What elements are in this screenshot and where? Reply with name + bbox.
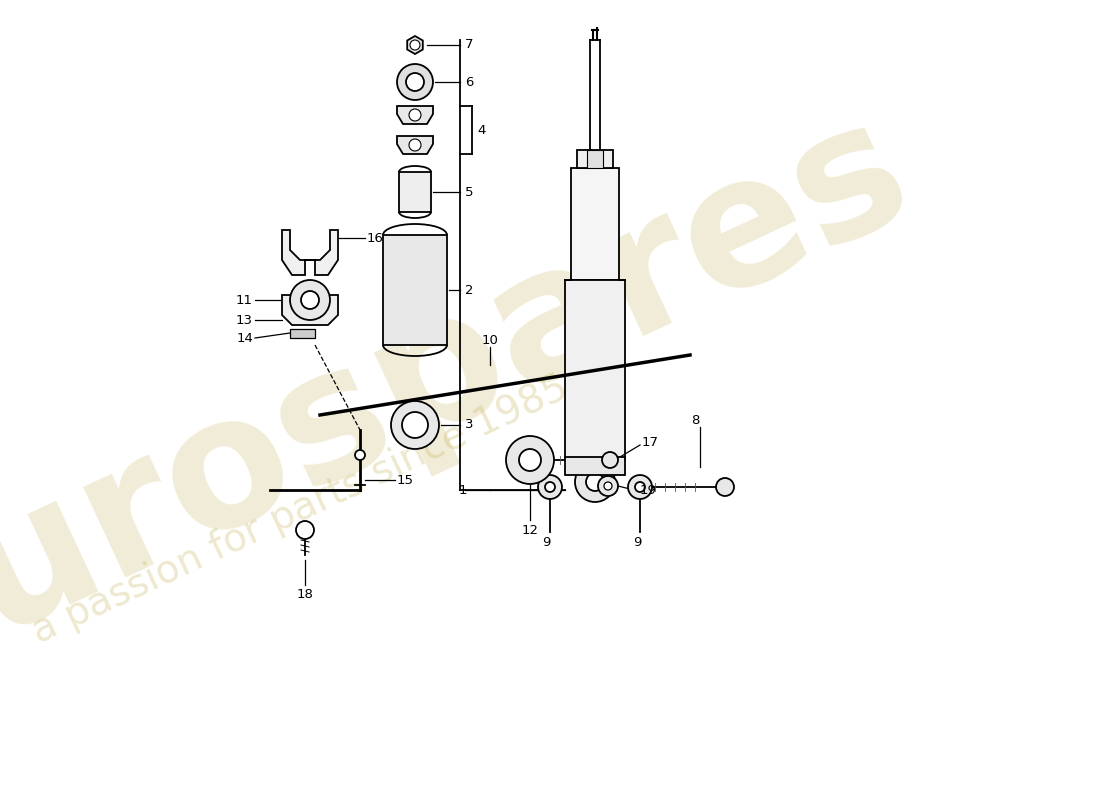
Text: 5: 5 bbox=[465, 186, 473, 198]
Text: eurospares: eurospares bbox=[0, 79, 934, 721]
Text: 10: 10 bbox=[482, 334, 498, 346]
Circle shape bbox=[301, 291, 319, 309]
Text: 6: 6 bbox=[465, 75, 473, 89]
Circle shape bbox=[602, 452, 618, 468]
Text: 4: 4 bbox=[477, 123, 485, 137]
Polygon shape bbox=[282, 230, 338, 275]
Bar bbox=[383, 235, 447, 345]
Circle shape bbox=[290, 280, 330, 320]
Circle shape bbox=[604, 482, 612, 490]
Circle shape bbox=[586, 473, 604, 491]
Circle shape bbox=[544, 482, 556, 492]
Circle shape bbox=[628, 475, 652, 499]
Text: 3: 3 bbox=[465, 418, 473, 431]
Text: 17: 17 bbox=[642, 435, 659, 449]
Text: 14: 14 bbox=[236, 331, 253, 345]
Circle shape bbox=[409, 139, 421, 151]
Circle shape bbox=[390, 401, 439, 449]
Text: 18: 18 bbox=[297, 589, 313, 602]
Text: 2: 2 bbox=[465, 283, 473, 297]
Polygon shape bbox=[397, 106, 433, 124]
Text: 9: 9 bbox=[542, 535, 550, 549]
Text: 19: 19 bbox=[640, 485, 657, 498]
Bar bbox=[578, 150, 613, 168]
Text: a passion for parts since 1985: a passion for parts since 1985 bbox=[26, 369, 574, 651]
Circle shape bbox=[506, 436, 554, 484]
Bar bbox=[399, 172, 431, 212]
Text: 8: 8 bbox=[691, 414, 700, 426]
Circle shape bbox=[355, 450, 365, 460]
Text: 15: 15 bbox=[397, 474, 414, 486]
Bar bbox=[571, 168, 619, 280]
Text: 12: 12 bbox=[521, 523, 539, 537]
Circle shape bbox=[402, 412, 428, 438]
Bar bbox=[565, 280, 625, 460]
Text: 9: 9 bbox=[632, 535, 641, 549]
Circle shape bbox=[575, 462, 615, 502]
Text: 13: 13 bbox=[236, 314, 253, 326]
Circle shape bbox=[406, 73, 424, 91]
Circle shape bbox=[397, 64, 433, 100]
Circle shape bbox=[519, 449, 541, 471]
Circle shape bbox=[635, 482, 645, 492]
Polygon shape bbox=[407, 36, 422, 54]
Bar bbox=[587, 150, 603, 168]
Text: 7: 7 bbox=[465, 38, 473, 51]
Text: 11: 11 bbox=[236, 294, 253, 306]
Circle shape bbox=[538, 475, 562, 499]
Circle shape bbox=[716, 478, 734, 496]
Bar bbox=[290, 329, 315, 338]
Circle shape bbox=[296, 521, 314, 539]
Circle shape bbox=[598, 476, 618, 496]
Circle shape bbox=[410, 40, 420, 50]
Text: 16: 16 bbox=[367, 231, 384, 245]
Circle shape bbox=[409, 109, 421, 121]
Polygon shape bbox=[282, 295, 338, 325]
Polygon shape bbox=[397, 136, 433, 154]
Bar bbox=[565, 457, 625, 475]
Text: 1: 1 bbox=[459, 483, 468, 497]
